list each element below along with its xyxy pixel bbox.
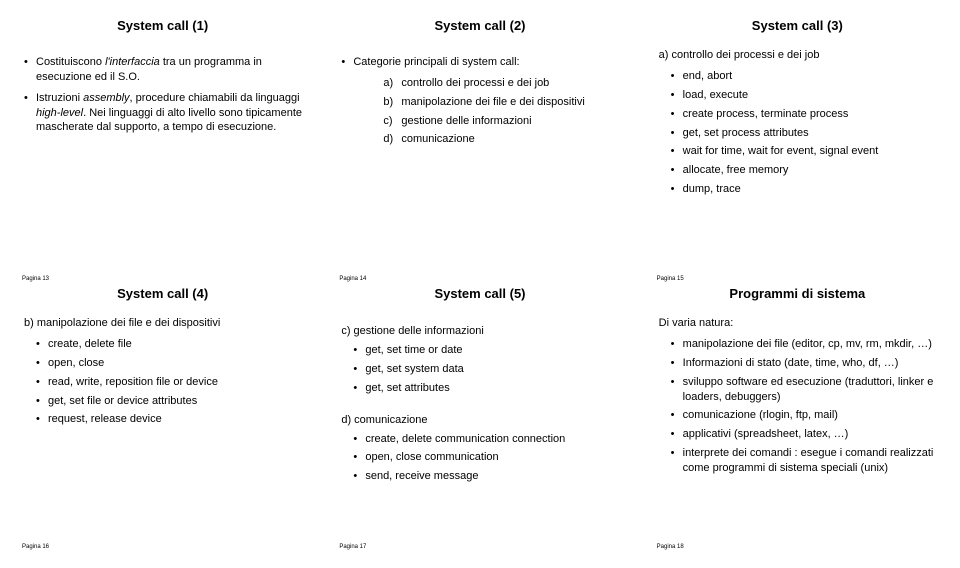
text: Costituiscono <box>36 56 105 68</box>
slide-4: System call (4) b) manipolazione dei fil… <box>16 284 309 552</box>
slide-title: System call (1) <box>22 18 303 33</box>
bullet-list: get, set time or date get, set system da… <box>351 339 620 400</box>
letter: a) <box>383 76 401 91</box>
list-item: wait for time, wait for event, signal ev… <box>669 144 938 159</box>
page-number: Pagina 15 <box>657 276 684 282</box>
list-item: send, receive message <box>351 469 620 484</box>
list-item: Informazioni di stato (date, time, who, … <box>669 356 938 371</box>
slide-title: System call (3) <box>657 18 938 33</box>
lettered-list: a)controllo dei processi e dei job b)man… <box>383 76 620 147</box>
text: controllo dei processi e dei job <box>401 77 549 89</box>
bullet-list: Costituiscono l'interfaccia tra un progr… <box>22 49 303 141</box>
slide-6: Programmi di sistema Di varia natura: ma… <box>651 284 944 552</box>
list-item: request, release device <box>34 412 303 427</box>
group-label: Di varia natura: <box>657 317 938 329</box>
list-item: get, set system data <box>351 362 620 377</box>
list-item: c)gestione delle informazioni <box>383 114 620 129</box>
list-item: create process, terminate process <box>669 107 938 122</box>
slide-2: System call (2) Categorie principali di … <box>333 16 626 284</box>
page-number: Pagina 13 <box>22 276 49 282</box>
page-number: Pagina 14 <box>339 276 366 282</box>
slide-grid: System call (1) Costituiscono l'interfac… <box>16 16 944 552</box>
letter: c) <box>383 114 401 129</box>
text: comunicazione <box>401 133 474 145</box>
list-item: Costituiscono l'interfaccia tra un progr… <box>22 55 303 85</box>
text-italic: l'interfaccia <box>105 56 160 68</box>
list-item: get, set attributes <box>351 381 620 396</box>
list-item: Categorie principali di system call: a)c… <box>339 55 620 147</box>
text-italic: high-level <box>36 107 83 119</box>
page-number: Pagina 16 <box>22 544 49 550</box>
slide-1: System call (1) Costituiscono l'interfac… <box>16 16 309 284</box>
list-item: interprete dei comandi : esegue i comand… <box>669 446 938 476</box>
slide-3: System call (3) a) controllo dei process… <box>651 16 944 284</box>
group-label: b) manipolazione dei file e dei disposit… <box>22 317 303 329</box>
list-item: read, write, reposition file or device <box>34 375 303 390</box>
list-item: Istruzioni assembly, procedure chiamabil… <box>22 91 303 136</box>
list-item: d)comunicazione <box>383 132 620 147</box>
list-item: dump, trace <box>669 182 938 197</box>
list-item: allocate, free memory <box>669 163 938 178</box>
page-number: Pagina 17 <box>339 544 366 550</box>
slide-title: System call (4) <box>22 286 303 301</box>
letter: b) <box>383 95 401 110</box>
list-item: load, execute <box>669 88 938 103</box>
list-item: manipolazione dei file (editor, cp, mv, … <box>669 337 938 352</box>
bullet-list: create, delete file open, close read, wr… <box>34 333 303 431</box>
list-item: sviluppo software ed esecuzione (tradutt… <box>669 375 938 405</box>
text-italic: assembly <box>83 92 129 104</box>
list-item: comunicazione (rlogin, ftp, mail) <box>669 408 938 423</box>
list-item: a)controllo dei processi e dei job <box>383 76 620 91</box>
bullet-list: Categorie principali di system call: a)c… <box>339 49 620 153</box>
text: Categorie principali di system call: <box>353 56 519 68</box>
list-item: create, delete communication connection <box>351 432 620 447</box>
list-item: create, delete file <box>34 337 303 352</box>
list-item: get, set time or date <box>351 343 620 358</box>
group-label: d) comunicazione <box>339 414 620 426</box>
list-item: get, set file or device attributes <box>34 394 303 409</box>
page-number: Pagina 18 <box>657 544 684 550</box>
list-item: end, abort <box>669 69 938 84</box>
list-item: open, close communication <box>351 450 620 465</box>
list-item: open, close <box>34 356 303 371</box>
group-label: c) gestione delle informazioni <box>339 325 620 337</box>
group-label: a) controllo dei processi e dei job <box>657 49 938 61</box>
text: gestione delle informazioni <box>401 115 531 127</box>
list-item: get, set process attributes <box>669 126 938 141</box>
text: , procedure chiamabili da linguaggi <box>130 92 300 104</box>
bullet-list: manipolazione dei file (editor, cp, mv, … <box>669 333 938 480</box>
slide-title: System call (2) <box>339 18 620 33</box>
bullet-list: end, abort load, execute create process,… <box>669 65 938 201</box>
list-item: applicativi (spreadsheet, latex, …) <box>669 427 938 442</box>
letter: d) <box>383 132 401 147</box>
list-item: b)manipolazione dei file e dei dispositi… <box>383 95 620 110</box>
bullet-list: create, delete communication connection … <box>351 428 620 489</box>
text: Istruzioni <box>36 92 83 104</box>
slide-5: System call (5) c) gestione delle inform… <box>333 284 626 552</box>
slide-title: System call (5) <box>339 286 620 301</box>
slide-title: Programmi di sistema <box>657 286 938 301</box>
text: manipolazione dei file e dei dispositivi <box>401 96 584 108</box>
